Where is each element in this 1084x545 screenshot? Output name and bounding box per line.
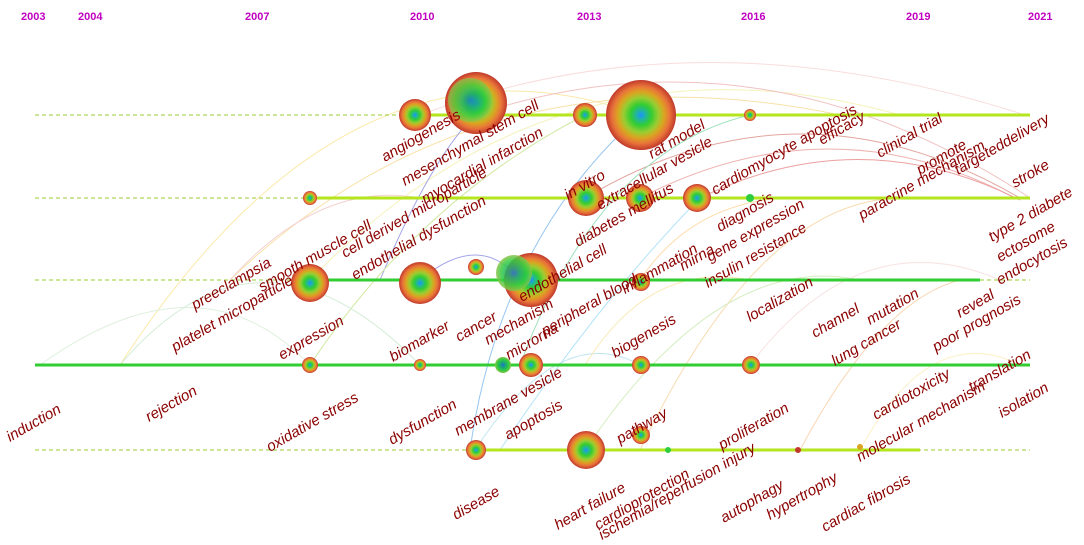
keyword-label: isolation (996, 379, 1052, 421)
year-label: 2016 (741, 11, 765, 23)
keyword-label: dysfunction (386, 396, 460, 449)
node (496, 255, 532, 291)
keyword-nodes (291, 72, 863, 469)
keyword-labels: angiogenesis mesenchymal stem cell myoca… (4, 96, 1076, 543)
node (632, 356, 650, 374)
node (665, 447, 671, 453)
year-axis: 2003 2004 2007 2010 2013 2016 2019 2021 (21, 11, 1052, 23)
node (632, 426, 650, 444)
node (857, 444, 863, 450)
node (466, 440, 486, 460)
year-label: 2010 (410, 11, 434, 23)
node (742, 356, 760, 374)
keyword-label: biomarker (387, 317, 454, 366)
node (399, 262, 441, 304)
node (303, 191, 317, 205)
node (568, 180, 604, 216)
keyword-label: disease (450, 483, 503, 524)
node (573, 103, 597, 127)
year-label: 2007 (245, 11, 269, 23)
node (606, 80, 676, 150)
node (626, 184, 654, 212)
year-label: 2013 (577, 11, 601, 23)
node (448, 78, 492, 122)
node (414, 359, 426, 371)
node (683, 184, 711, 212)
node (744, 109, 756, 121)
node (795, 447, 801, 453)
node (567, 431, 605, 469)
node (519, 353, 543, 377)
year-label: 2019 (906, 11, 930, 23)
node (399, 99, 431, 131)
keyword-label: rejection (143, 382, 201, 425)
keyword-label: stroke (1009, 156, 1053, 191)
node (495, 357, 511, 373)
keyword-label: induction (4, 401, 65, 446)
node (632, 273, 650, 291)
keyword-label: oxidative stress (264, 389, 362, 456)
keyword-label: biogenesis (609, 311, 680, 362)
node (291, 264, 329, 302)
keyword-label: channel (809, 300, 864, 341)
year-label: 2003 (21, 11, 45, 23)
year-label: 2021 (1028, 11, 1052, 23)
node (468, 259, 484, 275)
keyword-label: expression (276, 312, 347, 363)
year-label: 2004 (78, 11, 103, 23)
node (302, 357, 318, 373)
node (746, 194, 754, 202)
